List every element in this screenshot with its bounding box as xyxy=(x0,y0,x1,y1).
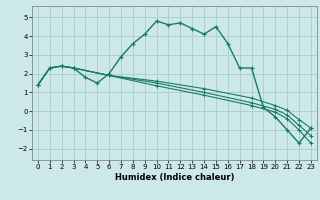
X-axis label: Humidex (Indice chaleur): Humidex (Indice chaleur) xyxy=(115,173,234,182)
